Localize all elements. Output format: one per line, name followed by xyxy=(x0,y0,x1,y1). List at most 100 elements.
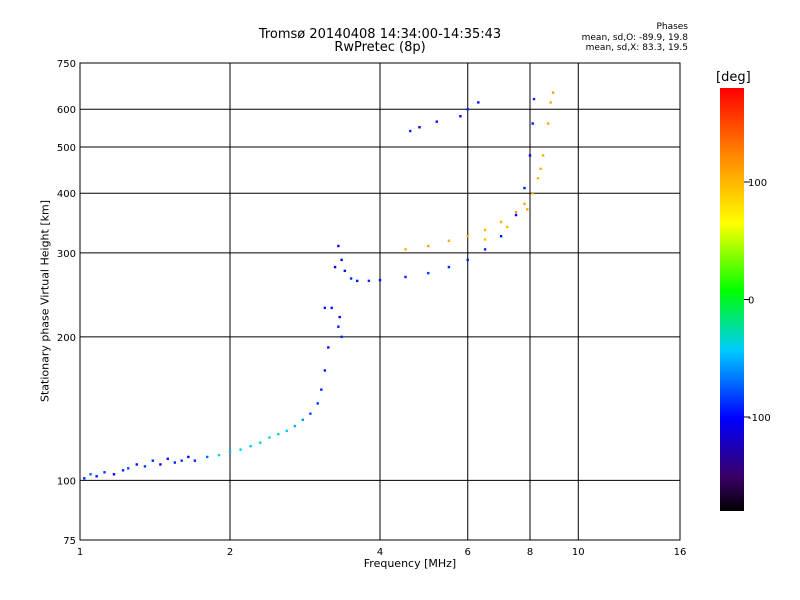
data-point xyxy=(166,457,169,460)
data-point xyxy=(228,450,232,453)
data-point xyxy=(523,186,526,190)
colorbar-unit-label: [deg] xyxy=(716,70,751,85)
x-tick-label: 1 xyxy=(77,547,83,558)
data-point xyxy=(277,432,280,436)
data-point xyxy=(95,475,98,478)
data-point xyxy=(427,271,430,275)
y-tick-label: 400 xyxy=(57,189,76,200)
data-point xyxy=(337,325,340,328)
data-point xyxy=(205,455,209,459)
data-point xyxy=(539,167,542,171)
data-point xyxy=(159,463,162,466)
plot-frame xyxy=(79,62,681,541)
data-point xyxy=(514,210,518,214)
colorbar-tick-label: 100 xyxy=(748,178,767,189)
phases-heading: Phases xyxy=(656,22,688,32)
grid-lines xyxy=(80,63,680,540)
data-point xyxy=(499,220,503,224)
data-point xyxy=(466,258,469,262)
data-point xyxy=(180,459,183,462)
x-tick-label: 8 xyxy=(527,547,533,558)
data-point xyxy=(541,154,545,157)
data-point xyxy=(483,248,487,251)
x-axis-label: Frequency [MHz] xyxy=(363,557,457,570)
chart-subtitle: RwPretec (8p) xyxy=(334,40,426,55)
phases-o-line: mean, sd,O: -89.9, 19.8 xyxy=(581,33,688,43)
y-tick-label: 600 xyxy=(57,105,76,116)
chart-title: Tromsø 20140408 14:34:00-14:35:43 xyxy=(258,27,502,42)
data-point xyxy=(217,453,221,457)
y-tick-label: 300 xyxy=(57,249,76,260)
x-tick-label: 10 xyxy=(572,547,585,558)
data-point xyxy=(301,418,305,421)
data-point xyxy=(135,463,138,466)
data-point xyxy=(523,202,526,206)
data-point xyxy=(427,244,430,248)
colorbar-tick-label: -100 xyxy=(748,413,771,424)
data-point xyxy=(435,120,438,123)
data-point xyxy=(447,265,451,269)
colorbar-ticks: 100 0 -100 xyxy=(744,178,771,424)
phases-x-line: mean, sd,X: 83.3, 19.5 xyxy=(585,43,688,53)
data-point xyxy=(151,459,155,462)
data-point xyxy=(338,315,341,319)
x-tick-label: 16 xyxy=(674,547,687,558)
data-point xyxy=(526,208,529,211)
data-point xyxy=(477,101,480,104)
data-point xyxy=(499,235,503,238)
data-point xyxy=(127,467,130,470)
data-point xyxy=(483,238,487,241)
data-point xyxy=(528,154,532,157)
data-point xyxy=(112,473,116,476)
data-point xyxy=(83,477,86,480)
data-point xyxy=(531,192,534,195)
data-point xyxy=(378,278,382,282)
data-point xyxy=(551,91,555,94)
data-point xyxy=(532,97,536,101)
data-point xyxy=(143,465,147,468)
data-point xyxy=(259,441,262,444)
data-point xyxy=(514,213,518,217)
data-point xyxy=(418,126,421,129)
data-point xyxy=(447,239,451,242)
data-point xyxy=(323,369,327,372)
data-point xyxy=(404,275,407,279)
data-point xyxy=(293,424,297,428)
x-tick-label: 4 xyxy=(377,547,383,558)
data-point xyxy=(483,228,487,232)
data-point xyxy=(466,235,469,238)
data-point xyxy=(459,115,462,118)
data-point xyxy=(333,265,337,269)
data-point xyxy=(404,248,407,251)
data-point xyxy=(268,436,271,439)
data-point xyxy=(193,459,197,462)
data-point xyxy=(340,335,343,339)
axis-ticks: 1 2 4 6 8 10 16 75 100 200 300 400 500 600 750 xyxy=(57,59,686,558)
y-tick-label: 500 xyxy=(57,143,76,154)
y-axis-label: Stationary phase Virtual Height [km] xyxy=(38,199,52,403)
data-point xyxy=(327,346,330,349)
colorbar-tick-label: 0 xyxy=(748,296,754,307)
data-point xyxy=(103,471,106,474)
data-point xyxy=(536,177,540,180)
data-point xyxy=(323,306,327,310)
data-point xyxy=(239,448,242,451)
y-tick-label: 100 xyxy=(57,476,76,487)
data-point xyxy=(249,444,252,448)
data-point xyxy=(187,455,190,459)
y-tick-label: 200 xyxy=(57,333,76,344)
data-point xyxy=(546,122,550,125)
data-point xyxy=(505,225,509,229)
data-point xyxy=(367,279,371,283)
data-point xyxy=(343,269,347,273)
data-point xyxy=(531,122,534,125)
x-tick-label: 6 xyxy=(465,547,471,558)
data-point xyxy=(466,108,469,111)
data-point xyxy=(549,101,552,104)
colorbar xyxy=(720,88,744,511)
y-tick-label: 75 xyxy=(63,536,76,547)
data-point xyxy=(320,388,323,391)
data-point xyxy=(173,461,177,464)
data-point xyxy=(316,402,319,405)
data-points xyxy=(83,91,555,480)
